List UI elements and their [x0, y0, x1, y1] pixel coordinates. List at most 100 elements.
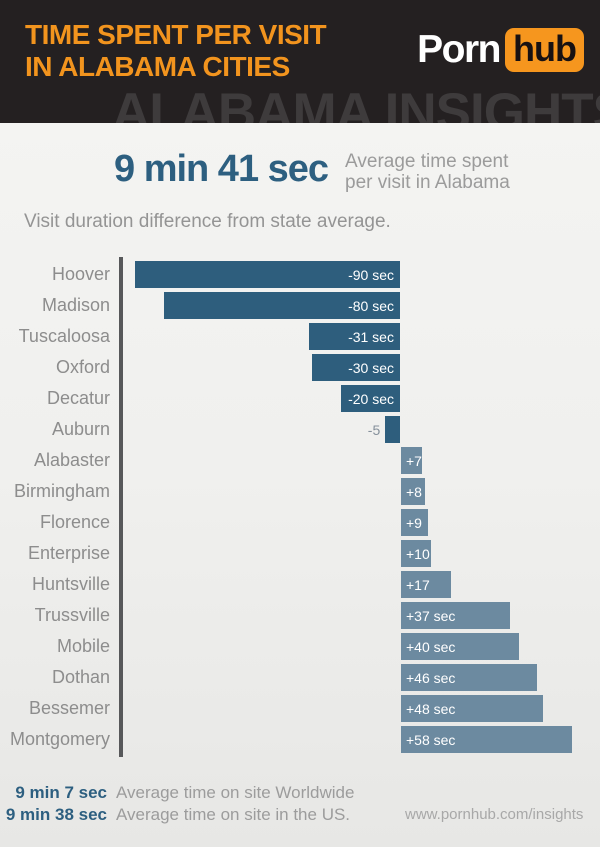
footer-stat-value: 9 min 38 sec	[5, 805, 107, 824]
bar-track: +58 sec	[125, 724, 600, 755]
bar-value-label: +58 sec	[406, 731, 456, 748]
footer-stats: 9 min 7 sec Average time on site Worldwi…	[0, 782, 355, 826]
stat-label-line1: Average time spent	[345, 151, 509, 172]
bar-track: -90 sec	[125, 259, 600, 290]
chart-row: Madison -80 sec	[0, 290, 600, 321]
chart-row: Montgomery +58 sec	[0, 724, 600, 755]
bar-value-label: -80 sec	[348, 297, 394, 314]
chart-row: Tuscaloosa -31 sec	[0, 321, 600, 352]
chart-row: Enterprise +10	[0, 538, 600, 569]
bar: +37 sec	[401, 602, 511, 629]
bar-value-label: +10	[406, 545, 430, 562]
bar: +48 sec	[401, 695, 543, 722]
footer-stat-label: Average time on site in the US.	[116, 805, 351, 824]
bar-value-label: +46 sec	[406, 669, 456, 686]
bar-track: -5	[125, 414, 600, 445]
bar-value-label: +7	[406, 452, 422, 469]
bar-track: -31 sec	[125, 321, 600, 352]
bar: -30 sec	[311, 354, 400, 381]
category-label: Mobile	[56, 636, 110, 656]
page-title-line1: TIME SPENT PER VISIT	[25, 19, 327, 50]
bar: +58 sec	[401, 726, 573, 753]
bar	[385, 416, 400, 443]
category-label: Enterprise	[27, 543, 110, 563]
stat-value: 9 min 41 sec	[114, 148, 329, 190]
header: ALABAMA INSIGHTS TIME SPENT PER VISIT IN…	[0, 0, 600, 123]
bar: +8	[401, 478, 425, 505]
category-label: Hoover	[51, 264, 110, 284]
chart-row: Dothan +46 sec	[0, 662, 600, 693]
bar: -90 sec	[134, 261, 400, 288]
chart-row: Alabaster +7	[0, 445, 600, 476]
bar: +10	[401, 540, 431, 567]
bar-value-label: +40 sec	[406, 638, 456, 655]
page-title-line2: IN ALABAMA CITIES	[25, 51, 290, 83]
category-label: Alabaster	[33, 450, 110, 470]
category-label: Oxford	[55, 357, 110, 377]
logo-text-hub: hub	[505, 28, 584, 72]
bar-value-label: +9	[406, 514, 422, 531]
bar: -80 sec	[164, 292, 400, 319]
state-average-stat: 9 min 41 sec Average time spent per visi…	[114, 150, 510, 194]
bar-track: -20 sec	[125, 383, 600, 414]
chart-row: Huntsville +17	[0, 569, 600, 600]
bar-value-label: +17	[406, 576, 430, 593]
category-label: Auburn	[51, 419, 110, 439]
bar-value-label: -5	[367, 421, 381, 438]
bar-value-label: -30 sec	[348, 359, 394, 376]
bar-track: +46 sec	[125, 662, 600, 693]
bar-chart: Hoover -90 sec Madison -80 sec Tuscaloosa -31…	[0, 257, 600, 757]
bar: -20 sec	[341, 385, 400, 412]
bar-value-label: +37 sec	[406, 607, 456, 624]
bar: +46 sec	[401, 664, 537, 691]
chart-title: Visit duration difference from state ave…	[24, 211, 391, 232]
bar-track: -30 sec	[125, 352, 600, 383]
chart-row: Hoover -90 sec	[0, 259, 600, 290]
chart-row: Trussville +37 sec	[0, 600, 600, 631]
chart-row: Decatur -20 sec	[0, 383, 600, 414]
bar-value-label: +48 sec	[406, 700, 456, 717]
stat-label-line2: per visit in Alabama	[345, 172, 510, 194]
footer-stat-worldwide: 9 min 7 sec Average time on site Worldwi…	[0, 782, 354, 804]
bar: -31 sec	[308, 323, 400, 350]
axis-line	[119, 257, 123, 757]
chart-row: Mobile +40 sec	[0, 631, 600, 662]
bar-track: +40 sec	[125, 631, 600, 662]
page-title: TIME SPENT PER VISIT IN ALABAMA CITIES	[25, 19, 327, 84]
category-label: Birmingham	[13, 481, 110, 501]
chart-row: Birmingham +8	[0, 476, 600, 507]
bar: +9	[401, 509, 428, 536]
footer-stat-label: Average time on site Worldwide	[116, 783, 355, 802]
logo-text-porn: Porn	[417, 28, 501, 71]
bar-value-label: -20 sec	[348, 390, 394, 407]
watermark-text: ALABAMA INSIGHTS	[112, 83, 600, 123]
bar: +7	[401, 447, 422, 474]
bar-track: +48 sec	[125, 693, 600, 724]
category-label: Bessemer	[28, 698, 110, 718]
category-label: Florence	[39, 512, 110, 532]
chart-row: Auburn -5	[0, 414, 600, 445]
bar-value-label: +8	[406, 483, 422, 500]
chart-row: Florence +9	[0, 507, 600, 538]
bar-track: +9	[125, 507, 600, 538]
footer-stat-us: 9 min 38 sec Average time on site in the…	[0, 804, 354, 826]
chart-row: Bessemer +48 sec	[0, 693, 600, 724]
category-label: Montgomery	[9, 729, 110, 749]
bar-track: +7	[125, 445, 600, 476]
bar-track: +37 sec	[125, 600, 600, 631]
bar-track: +10	[125, 538, 600, 569]
category-label: Tuscaloosa	[18, 326, 110, 346]
stat-label: Average time spent per visit in Alabama	[345, 150, 510, 194]
category-label: Madison	[41, 295, 110, 315]
bar-track: +8	[125, 476, 600, 507]
bar-value-label: -31 sec	[348, 328, 394, 345]
category-label: Decatur	[46, 388, 110, 408]
bar: +40 sec	[401, 633, 519, 660]
category-label: Trussville	[34, 605, 110, 625]
footer-stat-value: 9 min 7 sec	[15, 783, 107, 802]
pornhub-logo: Porn hub	[417, 28, 584, 72]
chart-row: Oxford -30 sec	[0, 352, 600, 383]
bar-track: +17	[125, 569, 600, 600]
bar-track: -80 sec	[125, 290, 600, 321]
